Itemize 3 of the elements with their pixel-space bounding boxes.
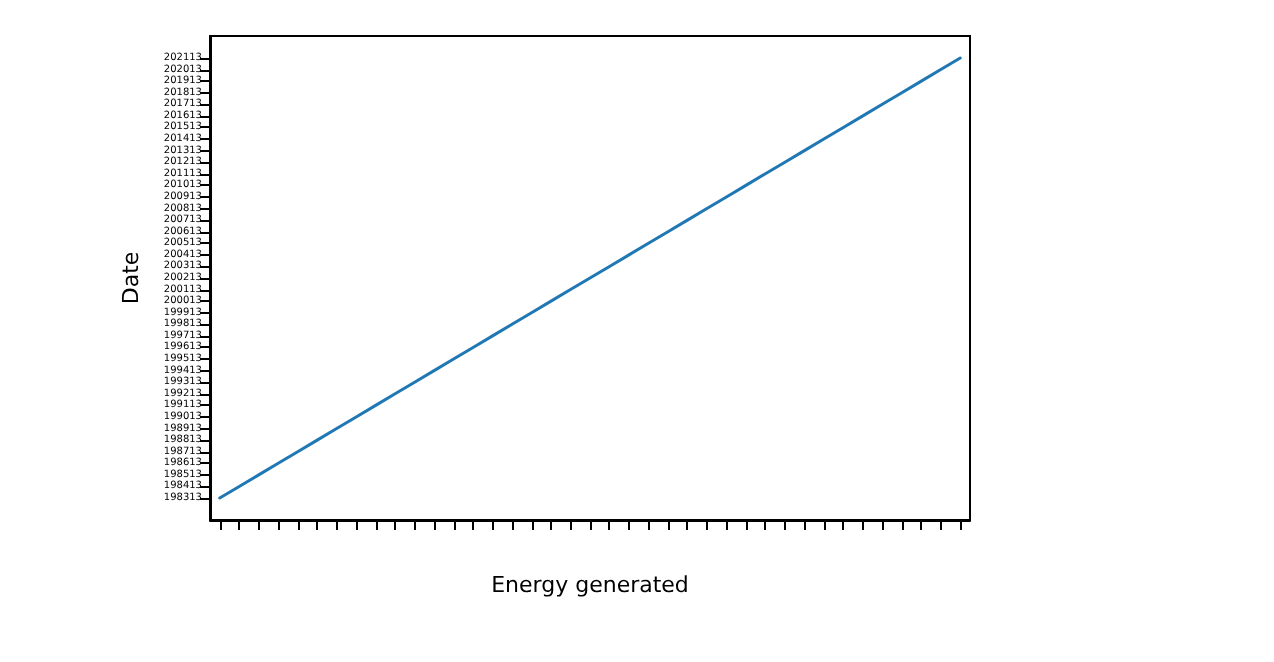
x-axis-title: Energy generated bbox=[491, 572, 689, 598]
line-series bbox=[218, 56, 962, 500]
y-axis-title: Date bbox=[118, 251, 145, 305]
